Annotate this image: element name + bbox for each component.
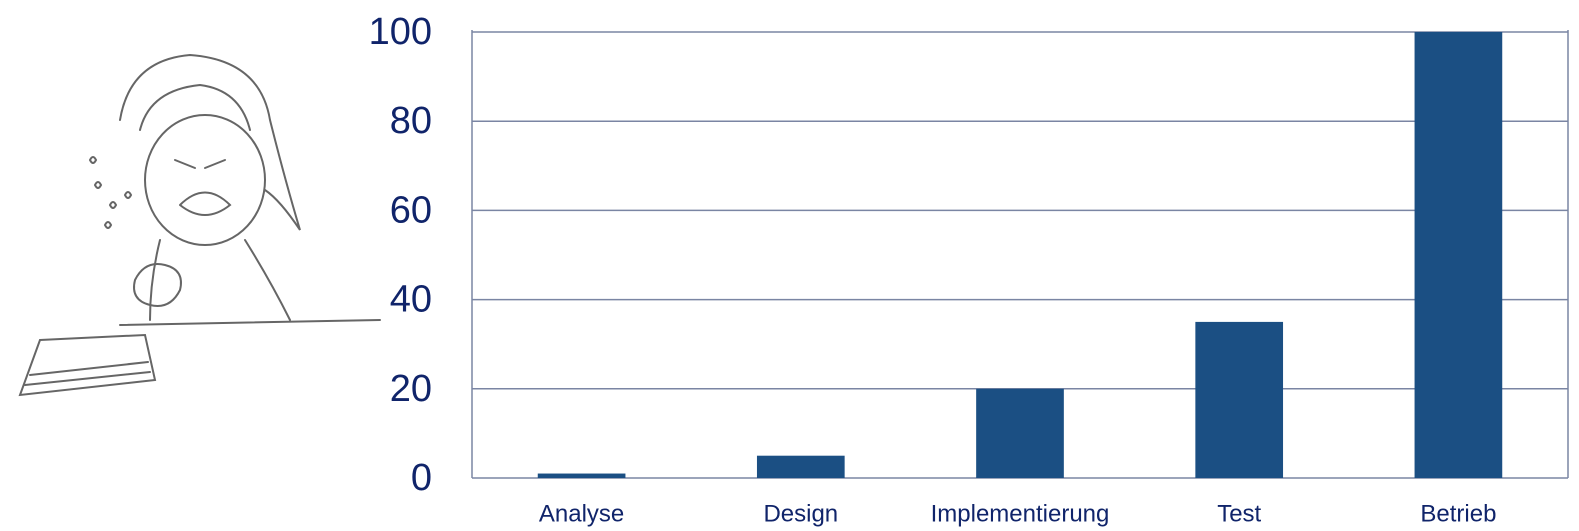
y-tick-label: 20 (390, 368, 432, 410)
y-tick-label: 80 (390, 100, 432, 142)
y-tick-label: 40 (390, 279, 432, 321)
x-tick-label: Analyse (539, 500, 624, 527)
bar (976, 388, 1064, 478)
x-tick-label: Test (1217, 500, 1261, 527)
illustration (18, 53, 381, 397)
y-tick-label: 100 (369, 11, 432, 53)
bar (1195, 321, 1284, 478)
x-tick-label: Design (763, 500, 838, 527)
bar (756, 455, 845, 478)
x-tick-label: Implementierung (931, 500, 1110, 527)
bar (537, 473, 626, 478)
x-tick-label: Betrieb (1420, 500, 1496, 527)
y-tick-label: 60 (390, 189, 432, 231)
bar (1414, 32, 1503, 478)
y-tick-label: 0 (411, 457, 432, 499)
